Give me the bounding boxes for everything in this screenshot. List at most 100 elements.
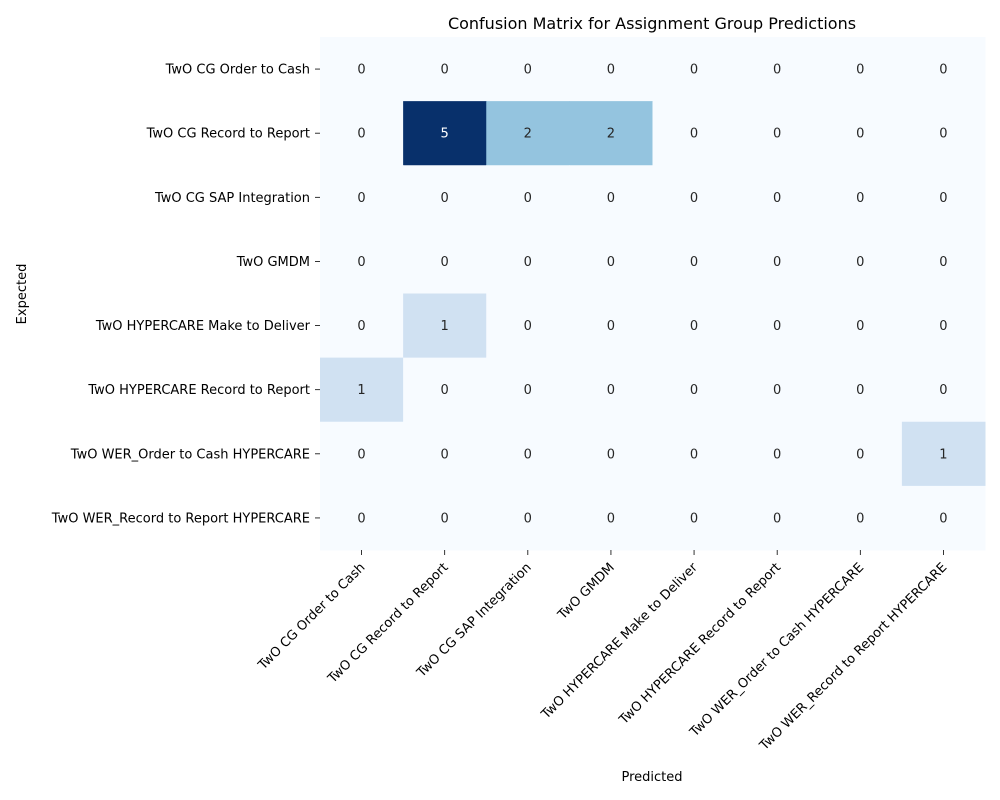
cell-value-label: 0 [357, 127, 365, 142]
cell-value-label: 0 [773, 319, 781, 334]
heatmap-cell [320, 101, 404, 166]
cell-value-label: 0 [856, 63, 864, 78]
cell-value-label: 0 [441, 191, 449, 206]
heatmap-cell [901, 485, 986, 551]
cell-value-label: 0 [357, 319, 365, 334]
y-tick-label: TwO GMDM [236, 255, 310, 270]
cell-value-label: 2 [607, 127, 615, 142]
y-tick-label: TwO HYPERCARE Record to Report [87, 383, 310, 398]
heatmap-cell [569, 229, 654, 295]
heatmap-cell [403, 421, 487, 487]
cell-value-label: 2 [524, 127, 532, 142]
heatmap-cell [652, 293, 737, 359]
heatmap-cells: 0 0 0 0 0 0 0 0 0 5 2 2 0 0 0 0 0 0 0 0 0 0 0 0 0 0 0 0 0 0 0 0 0 1 0 0 0 0 0 0… [320, 37, 986, 551]
heatmap-cell [735, 293, 820, 359]
x-tick-label: TwO WER_Record to Report HYPERCARE [756, 560, 950, 754]
heatmap-cell [569, 485, 654, 551]
y-tick-label: TwO WER_Order to Cash HYPERCARE [70, 447, 310, 462]
cell-value-label: 0 [690, 255, 698, 270]
cell-value-label: 0 [357, 447, 365, 462]
cell-value-label: 0 [939, 383, 947, 398]
cell-value-label: 0 [690, 191, 698, 206]
x-tick-label: TwO HYPERCARE Record to Report [616, 560, 784, 728]
heatmap-cell [320, 37, 404, 102]
heatmap-cell [320, 485, 404, 551]
cell-value-label: 0 [524, 255, 532, 270]
heatmap-cell [735, 421, 820, 487]
cell-value-label: 0 [773, 63, 781, 78]
cell-value-label: 0 [690, 127, 698, 142]
cell-value-label: 0 [690, 319, 698, 334]
cell-value-label: 0 [939, 63, 947, 78]
cell-value-label: 0 [607, 319, 615, 334]
heatmap-cell [569, 165, 654, 230]
heatmap-cell [569, 101, 654, 166]
heatmap-cell [818, 293, 903, 359]
heatmap-cell [901, 421, 986, 487]
heatmap-cell [486, 37, 570, 102]
cell-value-label: 0 [524, 191, 532, 206]
heatmap-cell [403, 229, 487, 295]
heatmap-cell [652, 229, 737, 295]
heatmap-cell [486, 357, 570, 423]
y-axis-ticks: TwO CG Order to Cash TwO CG Record to Rep… [51, 63, 320, 526]
cell-value-label: 0 [690, 383, 698, 398]
heatmap-cell [320, 293, 404, 359]
heatmap-cell [901, 37, 986, 102]
cell-value-label: 0 [357, 511, 365, 526]
heatmap-cell [486, 293, 570, 359]
heatmap-cell [320, 357, 404, 423]
cell-value-label: 0 [441, 255, 449, 270]
heatmap-cell [818, 485, 903, 551]
heatmap-cell [818, 229, 903, 295]
heatmap-cell [735, 485, 820, 551]
heatmap-cell [652, 421, 737, 487]
cell-value-label: 0 [441, 447, 449, 462]
cell-value-label: 0 [524, 447, 532, 462]
cell-value-label: 1 [357, 383, 365, 398]
cell-value-label: 0 [856, 447, 864, 462]
heatmap-cell [569, 421, 654, 487]
heatmap-cell [403, 37, 487, 102]
heatmap-cell [735, 37, 820, 102]
heatmap-cell [320, 229, 404, 295]
heatmap-cell [652, 485, 737, 551]
cell-value-label: 0 [856, 191, 864, 206]
heatmap-cell [735, 165, 820, 230]
heatmap-cell [901, 357, 986, 423]
heatmap-cell [569, 37, 654, 102]
cell-value-label: 0 [524, 383, 532, 398]
heatmap-cell [901, 293, 986, 359]
y-tick-label: TwO WER_Record to Report HYPERCARE [51, 511, 310, 526]
cell-value-label: 0 [773, 383, 781, 398]
heatmap-cell [652, 101, 737, 166]
cell-value-label: 0 [607, 447, 615, 462]
cell-value-label: 0 [607, 383, 615, 398]
heatmap-cell [403, 165, 487, 230]
cell-value-label: 0 [441, 63, 449, 78]
chart-title: Confusion Matrix for Assignment Group Pr… [448, 14, 856, 33]
heatmap-cell [486, 485, 570, 551]
heatmap-cell [901, 229, 986, 295]
cell-value-label: 0 [773, 191, 781, 206]
heatmap-cell [735, 357, 820, 423]
cell-value-label: 0 [607, 63, 615, 78]
heatmap-cell [403, 293, 487, 359]
heatmap-cell [403, 357, 487, 423]
y-tick-label: TwO CG Order to Cash [165, 63, 310, 78]
heatmap-cell [735, 229, 820, 295]
heatmap-cell [735, 101, 820, 166]
heatmap-cell [652, 37, 737, 102]
heatmap-cell [901, 165, 986, 230]
heatmap-cell [403, 485, 487, 551]
cell-value-label: 0 [524, 63, 532, 78]
y-tick-label: TwO CG Record to Report [146, 127, 310, 142]
cell-value-label: 0 [524, 319, 532, 334]
heatmap-cell [569, 293, 654, 359]
cell-value-label: 0 [856, 383, 864, 398]
cell-value-label: 0 [939, 319, 947, 334]
cell-value-label: 0 [607, 511, 615, 526]
cell-value-label: 0 [357, 191, 365, 206]
